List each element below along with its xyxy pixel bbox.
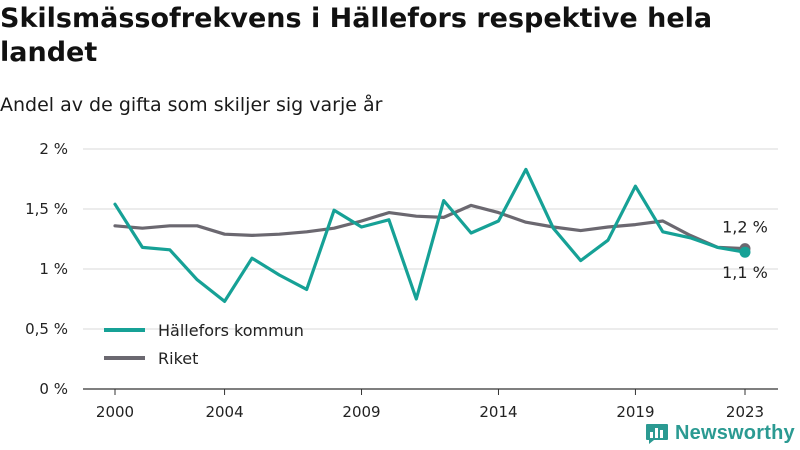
series-line-hallefors <box>113 167 747 303</box>
chart-title: Skilsmässofrekvens i Hällefors respektiv… <box>0 3 713 68</box>
y-tick-label: 0,5 % <box>25 320 68 338</box>
x-tick-label: 2004 <box>205 403 243 421</box>
x-axis: 2000 2004 2009 2014 2019 2023 <box>96 389 764 421</box>
y-axis: 0 % 0,5 % 1 % 1,5 % 2 % <box>25 140 68 398</box>
x-tick-label: 2000 <box>96 403 134 421</box>
y-tick-label: 0 % <box>39 380 68 398</box>
end-point-hallefors <box>739 246 751 258</box>
x-tick-label: 2009 <box>342 403 380 421</box>
y-tick-label: 1 % <box>39 260 68 278</box>
end-label-hallefors: 1,1 % <box>722 263 768 282</box>
end-labels: 1,2 % 1,1 % <box>722 218 768 283</box>
series-lines <box>113 167 751 303</box>
y-tick-label: 1,5 % <box>25 200 68 218</box>
brand-name: Newsworthy <box>675 421 795 444</box>
newsworthy-logo: Newsworthy <box>645 420 795 446</box>
x-tick-label: 2019 <box>616 403 654 421</box>
x-tick-label: 2023 <box>726 403 764 421</box>
series-line-riket <box>113 203 747 251</box>
legend-label: Riket <box>158 349 198 368</box>
y-tick-label: 2 % <box>39 140 68 158</box>
gridlines <box>83 148 778 390</box>
chart-subtitle: Andel av de gifta som skiljer sig varje … <box>0 94 383 116</box>
legend: Hällefors kommun Riket <box>104 321 304 368</box>
x-tick-label: 2014 <box>479 403 517 421</box>
end-label-riket: 1,2 % <box>722 218 768 237</box>
legend-label: Hällefors kommun <box>158 321 304 340</box>
bar-chart-logo-icon <box>646 424 668 444</box>
